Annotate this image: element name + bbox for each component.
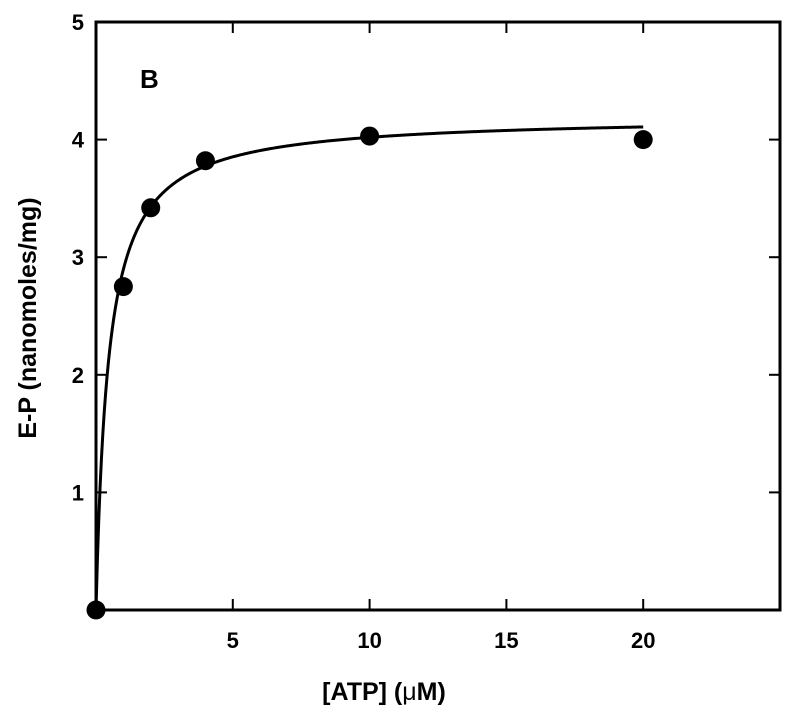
y-tick-label: 2 xyxy=(72,363,84,388)
plot-frame xyxy=(94,20,782,612)
x-axis-title: [ATP] (μM) xyxy=(322,678,446,706)
y-tick-label: 1 xyxy=(72,480,84,505)
y-axis-title: E-P (nanomoles/mg) xyxy=(14,197,42,438)
panel-label: B xyxy=(140,64,159,94)
x-tick-labels: 5 10 15 20 xyxy=(227,628,656,653)
data-points xyxy=(86,126,653,620)
y-tick-label: 5 xyxy=(72,10,84,35)
data-point xyxy=(633,130,653,150)
x-axis-title-suffix: M) xyxy=(417,678,446,706)
x-axis-title-mu: μ xyxy=(402,678,416,706)
x-tick-label: 15 xyxy=(494,628,518,653)
x-axis-title-prefix: [ATP] ( xyxy=(322,678,403,706)
x-tick-label: 10 xyxy=(357,628,381,653)
data-point xyxy=(195,151,215,171)
y-tick-label: 4 xyxy=(72,128,85,153)
y-tick-label: 3 xyxy=(72,245,84,270)
ticks-layer xyxy=(96,21,780,610)
data-point xyxy=(360,126,380,146)
x-tick-label: 5 xyxy=(227,628,239,653)
fit-curve xyxy=(94,125,644,611)
x-tick-label: 20 xyxy=(631,628,655,653)
data-point xyxy=(141,198,161,218)
y-tick-labels: 1 2 3 4 5 xyxy=(72,10,85,505)
data-point xyxy=(113,277,133,297)
